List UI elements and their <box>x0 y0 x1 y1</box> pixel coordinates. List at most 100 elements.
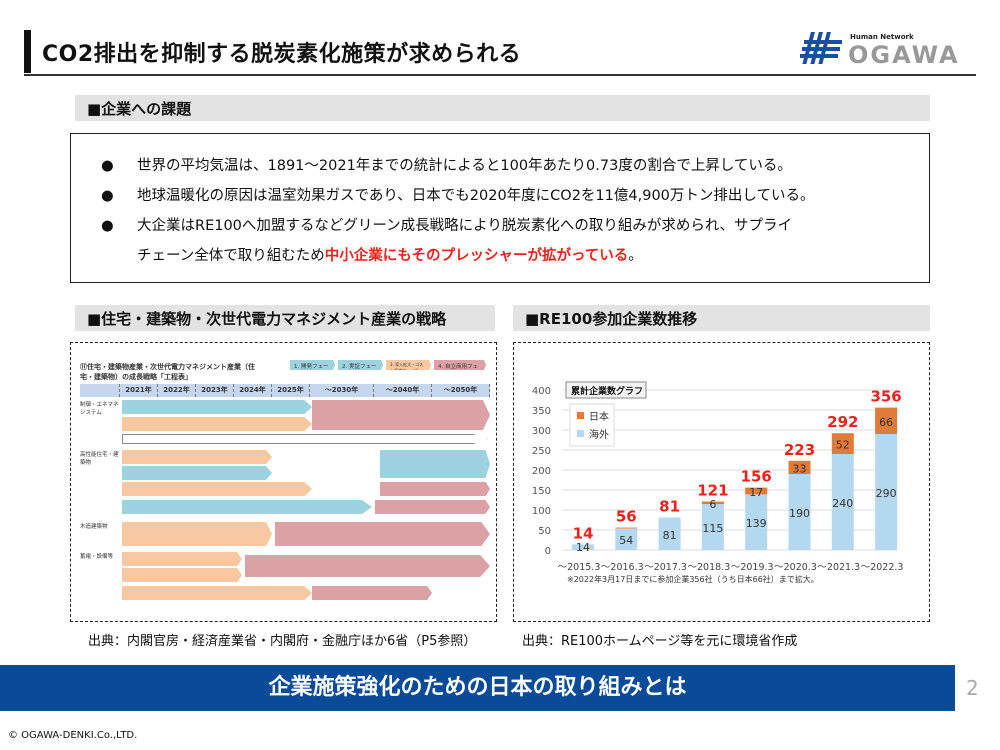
chart-title-box <box>565 381 647 399</box>
strategy-heading: ■住宅・建築物・次世代電力マネジメント産業の戦略 <box>75 305 495 331</box>
highlight-text: 中小企業にもそのプレッシャーが拡がっている <box>324 248 629 264</box>
y-tick-label: 350 <box>532 406 551 417</box>
phase-1: 1. 開発フェーズ <box>290 360 335 370</box>
page-title: CO2排出を抑制する脱炭素化施策が求められる <box>42 42 522 67</box>
data-label: 17 <box>749 486 763 499</box>
x-tick-label: ～2015.3 <box>558 562 601 573</box>
row-label: 制御・エネマネシステム <box>80 402 119 416</box>
section-banner: 企業施策強化のための日本の取り組みとは <box>0 665 955 711</box>
total-label: 292 <box>827 413 858 431</box>
x-tick-label: ～2020.3 <box>774 562 817 573</box>
legend-label: 海外 <box>589 428 609 441</box>
legend-swatch <box>577 430 584 437</box>
year-header: 2023年 <box>196 384 234 397</box>
bar-overseas <box>701 504 724 550</box>
year-header: ～2030年 <box>310 384 374 397</box>
strategy-diagram-frame <box>70 342 497 622</box>
data-label: 240 <box>832 497 853 510</box>
list-item: ● 地球温暖化の原因は温室効果ガスであり、日本でも2020年度にCO2を11億4,… <box>101 188 815 204</box>
bar-japan <box>875 407 898 434</box>
issues-heading: ■企業への課題 <box>75 95 930 121</box>
year-header: 2024年 <box>234 384 272 397</box>
total-label: 56 <box>616 508 637 526</box>
phase-2: 2. 実証フェーズ <box>338 360 383 370</box>
data-label: 66 <box>879 416 893 429</box>
legend-swatch <box>577 412 584 419</box>
list-item-continuation: チェーン全体で取り組むため中小企業にもそのプレッシャーが拡がっている。 <box>137 248 643 264</box>
x-tick-label: ～2018.3 <box>688 562 731 573</box>
bar-overseas <box>831 454 854 550</box>
bar-overseas <box>615 528 638 550</box>
copyright: © OGAWA-DENKI.Co.,LTD. <box>8 730 138 741</box>
phase-3: 3. 導入拡大・コスト低減フェーズ <box>386 360 431 370</box>
year-header: 2022年 <box>158 384 196 397</box>
year-header: 2025年 <box>272 384 310 397</box>
total-label: 121 <box>697 482 728 500</box>
x-tick-label: ～2022.3 <box>861 562 904 573</box>
y-tick-label: 100 <box>532 506 551 517</box>
svg-text:Human Network: Human Network <box>850 33 914 41</box>
total-label: 223 <box>784 441 815 459</box>
y-tick-label: 400 <box>532 386 551 397</box>
list-item: ● 世界の平均気温は、1891～2021年までの統計によると100年あたり0.73… <box>101 158 792 174</box>
data-label: 14 <box>576 541 590 554</box>
title-divider <box>24 74 976 76</box>
svg-text:OGAWA: OGAWA <box>848 41 960 68</box>
bar-overseas <box>788 474 811 550</box>
data-label: 33 <box>793 462 807 475</box>
data-label: 81 <box>663 529 677 542</box>
data-label: 115 <box>702 522 723 535</box>
row-label: 蓄電・設備等 <box>80 554 114 560</box>
total-label: 14 <box>573 524 594 542</box>
re100-heading: ■RE100参加企業数推移 <box>513 305 930 331</box>
x-tick-label: ～2017.3 <box>644 562 687 573</box>
bar-japan <box>788 460 811 474</box>
year-header: 2021年 <box>120 384 158 397</box>
x-tick-label: ～2016.3 <box>601 562 644 573</box>
legend-box <box>569 403 615 447</box>
bar-overseas <box>658 517 681 550</box>
year-header: ～2050年 <box>432 384 490 397</box>
bar-japan <box>615 527 638 529</box>
row-label: 木造建築物 <box>80 524 108 530</box>
y-tick-label: 300 <box>532 426 551 437</box>
legend-label: 日本 <box>589 410 609 423</box>
y-tick-label: 0 <box>545 546 551 557</box>
row-label: 高性能住宅・建築物 <box>80 452 119 466</box>
ogawa-logo: Human Network OGAWA <box>800 32 960 68</box>
year-header: ～2040年 <box>374 384 432 397</box>
logo-mark-icon <box>800 32 842 64</box>
y-tick-label: 50 <box>538 526 551 537</box>
bar-japan <box>745 487 768 495</box>
page-number: 2 <box>966 676 979 700</box>
total-label: 156 <box>741 468 772 486</box>
right-source: 出典：RE100ホームページ等を元に環境省作成 <box>522 634 798 649</box>
data-label: 139 <box>746 517 767 530</box>
data-label: 190 <box>789 507 810 520</box>
title-accent-bar <box>24 30 31 73</box>
data-label: 290 <box>876 487 897 500</box>
chart-title: 累計企業数グラフ <box>571 385 643 397</box>
bar-overseas <box>572 544 594 550</box>
phase-4: 4. 自立商用フェーズ <box>434 360 486 370</box>
bar-overseas <box>875 434 898 550</box>
data-label: 6 <box>709 498 716 511</box>
data-label: 54 <box>619 534 633 547</box>
list-item: ● 大企業はRE100へ加盟するなどグリーン成長戦略により脱炭素化への取り組みが求… <box>101 218 793 234</box>
re100-chart-frame <box>513 342 930 622</box>
chart-note: ※2022年3月17日までに参加企業356社（うち日本66社）まで拡大。 <box>567 574 819 584</box>
roadmap-diagram: ⑪住宅・建築物産業・次世代電力マネジメント産業（住宅・建築物）の成長戦略「工程表… <box>80 360 490 610</box>
total-label: 356 <box>870 388 901 406</box>
issues-box: ● 世界の平均気温は、1891～2021年までの統計によると100年あたり0.73… <box>70 133 930 283</box>
bar-japan <box>831 433 854 454</box>
x-tick-label: ～2019.3 <box>731 562 774 573</box>
y-tick-label: 250 <box>532 446 551 457</box>
y-tick-label: 150 <box>532 486 551 497</box>
data-label: 52 <box>836 439 850 452</box>
bar-overseas <box>745 494 768 550</box>
y-tick-label: 200 <box>532 466 551 477</box>
total-label: 81 <box>659 498 680 516</box>
x-tick-label: ～2021.3 <box>817 562 860 573</box>
bar-japan <box>701 501 724 504</box>
